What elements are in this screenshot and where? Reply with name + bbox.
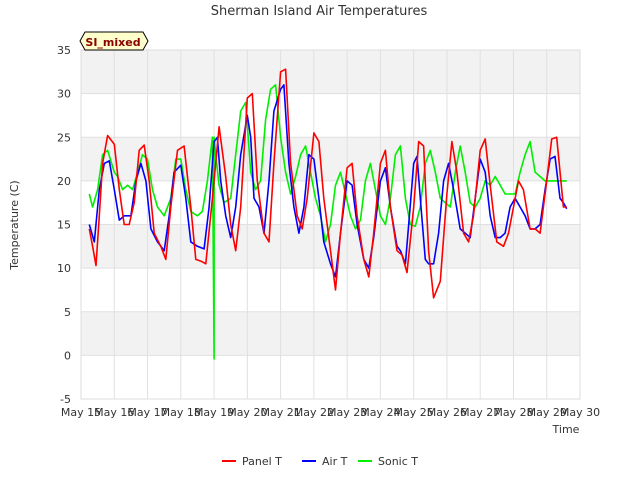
x-tick-label: May 28 xyxy=(493,406,533,419)
plot-band xyxy=(81,180,580,225)
legend-label: Panel T xyxy=(242,455,282,468)
plot-band xyxy=(81,355,580,399)
y-axis-ticks: -5 0 5 10 15 20 25 30 35 xyxy=(57,44,71,406)
x-tick-label: May 30 xyxy=(560,406,600,419)
x-tick-label: May 16 xyxy=(94,406,134,419)
legend-label: Air T xyxy=(322,455,348,468)
y-tick-label: 25 xyxy=(57,131,71,144)
legend-item-panel-t: Panel T xyxy=(222,455,282,468)
x-tick-label: May 27 xyxy=(460,406,500,419)
plot-band xyxy=(81,93,580,138)
y-tick-label: 0 xyxy=(64,349,71,362)
x-tick-label: May 18 xyxy=(161,406,201,419)
x-tick-label: May 22 xyxy=(294,406,334,419)
y-tick-label: 35 xyxy=(57,44,71,57)
x-tick-label: May 25 xyxy=(394,406,434,419)
x-tick-label: May 15 xyxy=(61,406,101,419)
legend-item-sonic-t: Sonic T xyxy=(358,455,418,468)
x-tick-label: May 29 xyxy=(527,406,567,419)
legend: Panel T Air T Sonic T xyxy=(222,455,418,468)
y-tick-label: 15 xyxy=(57,219,71,232)
y-tick-label: 20 xyxy=(57,175,71,188)
series-line-panel-t xyxy=(88,68,567,299)
site-badge-label: SI_mixed xyxy=(85,36,140,49)
series-lines xyxy=(88,68,568,360)
plot-band xyxy=(81,50,580,94)
y-tick-label: 30 xyxy=(57,88,71,101)
plot-band xyxy=(81,311,580,356)
x-tick-label: May 26 xyxy=(427,406,467,419)
chart-title: Sherman Island Air Temperatures xyxy=(211,4,428,19)
site-badge: SI_mixed xyxy=(79,31,149,51)
x-tick-label: May 24 xyxy=(360,406,400,419)
y-tick-label: 10 xyxy=(57,262,71,275)
x-axis-title: Time xyxy=(552,423,580,436)
y-axis-title: Temperature (C) xyxy=(8,180,21,270)
x-tick-label: May 17 xyxy=(127,406,167,419)
site-badge-shape xyxy=(79,31,149,51)
plot-band xyxy=(81,137,580,181)
x-tick-label: May 19 xyxy=(194,406,234,419)
x-tick-label: May 21 xyxy=(260,406,300,419)
legend-label: Sonic T xyxy=(378,455,418,468)
x-tick-label: May 20 xyxy=(227,406,267,419)
legend-item-air-t: Air T xyxy=(302,455,348,468)
plot-border xyxy=(80,49,581,400)
y-tick-label: 5 xyxy=(64,306,71,319)
y-tick-label: -5 xyxy=(60,393,71,406)
x-tick-label: May 23 xyxy=(327,406,367,419)
plot-band xyxy=(81,268,580,312)
